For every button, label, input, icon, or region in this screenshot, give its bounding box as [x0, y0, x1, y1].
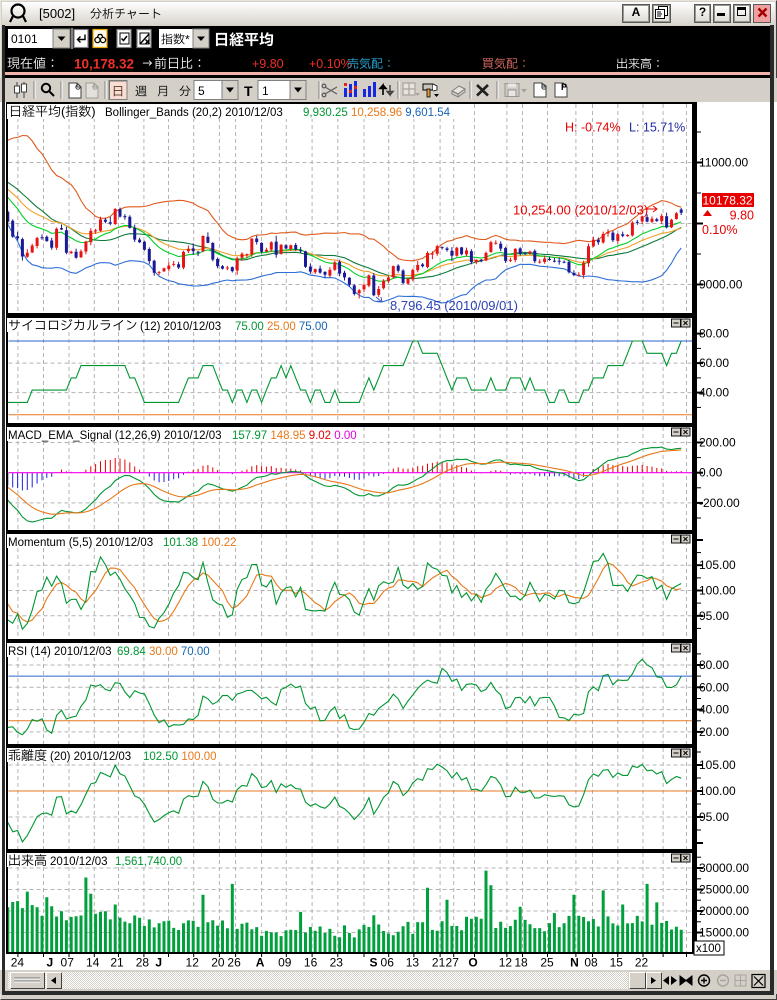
svg-text:30000.00: 30000.00	[699, 861, 749, 875]
svg-text:0101: 0101	[11, 32, 38, 46]
svg-text:x100: x100	[696, 943, 721, 955]
svg-text:80.00: 80.00	[699, 658, 729, 672]
svg-text:148.95: 148.95	[270, 430, 305, 442]
svg-text:95.00: 95.00	[699, 810, 729, 824]
svg-text:9000.00: 9000.00	[699, 278, 743, 292]
svg-text:20000.00: 20000.00	[699, 904, 749, 918]
svg-text:25.00: 25.00	[267, 321, 296, 333]
svg-text:75.00: 75.00	[235, 321, 264, 333]
svg-text:25000.00: 25000.00	[699, 883, 749, 897]
svg-text:23: 23	[330, 956, 344, 970]
svg-text:P: P	[561, 82, 567, 92]
svg-text:105.00: 105.00	[699, 558, 736, 572]
svg-text:80.00: 80.00	[699, 327, 729, 341]
svg-text:9.02: 9.02	[309, 430, 331, 442]
svg-text:RSI (14) 2010/12/03: RSI (14) 2010/12/03	[8, 646, 112, 658]
svg-text:5: 5	[198, 84, 205, 98]
svg-text:12: 12	[186, 956, 200, 970]
svg-text:20: 20	[211, 956, 225, 970]
svg-text:15000.00: 15000.00	[699, 926, 749, 940]
svg-text:8,796.45 (2010/09/01): 8,796.45 (2010/09/01)	[390, 298, 518, 313]
svg-text:A: A	[256, 956, 265, 970]
svg-text:22: 22	[635, 956, 649, 970]
svg-text:20.00: 20.00	[699, 725, 729, 739]
svg-text:157.97: 157.97	[232, 430, 267, 442]
svg-text:100.00: 100.00	[181, 751, 216, 763]
svg-text:21: 21	[432, 956, 446, 970]
svg-text:MACD_EMA_Signal (12,26,9) 2010: MACD_EMA_Signal (12,26,9) 2010/12/03	[8, 430, 222, 442]
svg-text:9,601.54: 9,601.54	[405, 107, 450, 119]
svg-text:06: 06	[381, 956, 395, 970]
svg-text:): )	[91, 104, 95, 119]
svg-text:25: 25	[540, 956, 554, 970]
svg-text:26: 26	[227, 956, 241, 970]
svg-text:+9.80: +9.80	[252, 57, 284, 71]
svg-text:10,254.00 (2010/12/03): 10,254.00 (2010/12/03)	[513, 203, 648, 218]
svg-text:1,561,740.00: 1,561,740.00	[115, 856, 182, 868]
svg-text:105.00: 105.00	[699, 758, 736, 772]
svg-text:40.00: 40.00	[699, 386, 729, 400]
svg-text:+0.10%: +0.10%	[309, 57, 352, 71]
svg-text:(20) 2010/12/03: (20) 2010/12/03	[50, 751, 131, 763]
svg-text:O: O	[468, 956, 477, 970]
svg-text:1: 1	[262, 84, 269, 98]
svg-text:0.00: 0.00	[334, 430, 356, 442]
svg-text:200.00: 200.00	[699, 436, 736, 450]
svg-text:-200.00: -200.00	[699, 496, 740, 510]
svg-text:16: 16	[304, 956, 318, 970]
svg-text:10,258.96: 10,258.96	[351, 107, 402, 119]
svg-text:60.00: 60.00	[699, 356, 729, 370]
svg-text:N: N	[570, 956, 579, 970]
svg-text:101.38: 101.38	[163, 537, 198, 549]
svg-text:T: T	[244, 83, 253, 99]
svg-text:15: 15	[610, 956, 624, 970]
svg-text:13: 13	[406, 956, 420, 970]
svg-text:18: 18	[514, 956, 528, 970]
svg-text:28: 28	[136, 956, 150, 970]
svg-text:(: (	[61, 104, 66, 119]
svg-text:27: 27	[446, 956, 460, 970]
svg-text:75.00: 75.00	[299, 321, 328, 333]
svg-text:J: J	[155, 956, 162, 970]
svg-text:70.00: 70.00	[181, 646, 210, 658]
svg-text:[5002]: [5002]	[39, 6, 75, 21]
svg-text:95.00: 95.00	[699, 609, 729, 623]
svg-text:L: 15.71%: L: 15.71%	[629, 121, 685, 135]
svg-text:J: J	[46, 956, 53, 970]
svg-text:10178.32: 10178.32	[703, 194, 753, 208]
svg-text:9.80: 9.80	[730, 209, 754, 223]
svg-text:09: 09	[278, 956, 292, 970]
svg-text:11000.00: 11000.00	[699, 156, 748, 170]
svg-text:30.00: 30.00	[149, 646, 178, 658]
svg-text:10,178.32: 10,178.32	[74, 57, 134, 72]
svg-text:14: 14	[86, 956, 100, 970]
svg-text:100.22: 100.22	[201, 537, 236, 549]
svg-text:(12) 2010/12/03: (12) 2010/12/03	[140, 321, 221, 333]
svg-text:12: 12	[499, 956, 513, 970]
svg-text:40.00: 40.00	[699, 703, 729, 717]
svg-text:H: -0.74%: H: -0.74%	[565, 121, 621, 135]
svg-text:0.00: 0.00	[699, 466, 723, 480]
svg-text:21: 21	[110, 956, 124, 970]
svg-text:Momentum (5,5) 2010/12/03: Momentum (5,5) 2010/12/03	[8, 537, 153, 549]
svg-text:2010/12/03: 2010/12/03	[50, 856, 108, 868]
svg-text:102.50: 102.50	[143, 751, 178, 763]
svg-text:07: 07	[61, 956, 75, 970]
svg-text:24: 24	[11, 956, 25, 970]
svg-text:08: 08	[584, 956, 598, 970]
svg-text:60.00: 60.00	[699, 680, 729, 694]
svg-text:100.00: 100.00	[699, 784, 736, 798]
svg-text:*: *	[185, 33, 190, 47]
svg-text:9,930.25: 9,930.25	[303, 107, 348, 119]
svg-text:69.84: 69.84	[117, 646, 146, 658]
svg-text:S: S	[369, 956, 377, 970]
svg-text:100.00: 100.00	[699, 584, 736, 598]
svg-text:Bollinger_Bands (20,2) 2010/12: Bollinger_Bands (20,2) 2010/12/03	[105, 107, 283, 119]
svg-text:0.10%: 0.10%	[702, 223, 737, 237]
